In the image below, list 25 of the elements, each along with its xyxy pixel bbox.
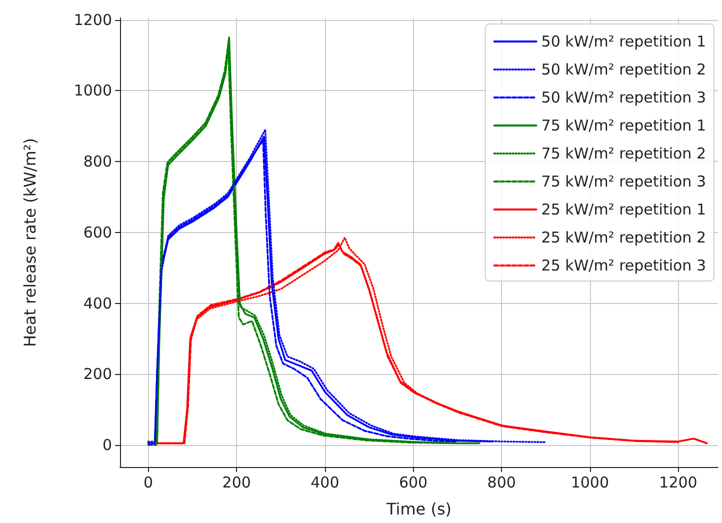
y-tick-label: 1200	[74, 10, 112, 29]
x-tick-label: 400	[310, 474, 340, 492]
y-axis-title: Heat release rate (kW/m²)	[20, 138, 40, 348]
legend-label: 50 kW/m² repetition 3	[541, 88, 706, 106]
legend-label: 50 kW/m² repetition 1	[541, 32, 706, 50]
legend-label: 75 kW/m² repetition 1	[541, 116, 706, 134]
x-tick-label: 1000	[570, 474, 610, 492]
x-tick-label: 800	[487, 474, 516, 492]
y-tick-label: 800	[83, 152, 112, 171]
x-tick-label: 200	[222, 474, 251, 492]
legend-label: 50 kW/m² repetition 2	[541, 60, 706, 78]
x-tick-label: 0	[143, 474, 154, 492]
x-tick-label: 1200	[659, 474, 698, 492]
y-tick-label: 400	[83, 294, 112, 312]
y-tick-label: 200	[83, 365, 112, 384]
legend-label: 25 kW/m² repetition 1	[541, 200, 706, 218]
legend-label: 25 kW/m² repetition 2	[541, 228, 706, 246]
x-tick-label: 600	[398, 474, 428, 492]
x-axis-title: Time (s)	[385, 500, 452, 518]
y-tick-label: 600	[83, 223, 112, 242]
y-tick-label: 0	[102, 436, 112, 454]
y-tick-label: 1000	[74, 82, 112, 100]
legend-label: 75 kW/m² repetition 3	[541, 172, 706, 190]
legend-label: 75 kW/m² repetition 2	[541, 144, 706, 162]
legend-label: 25 kW/m² repetition 3	[541, 256, 706, 274]
